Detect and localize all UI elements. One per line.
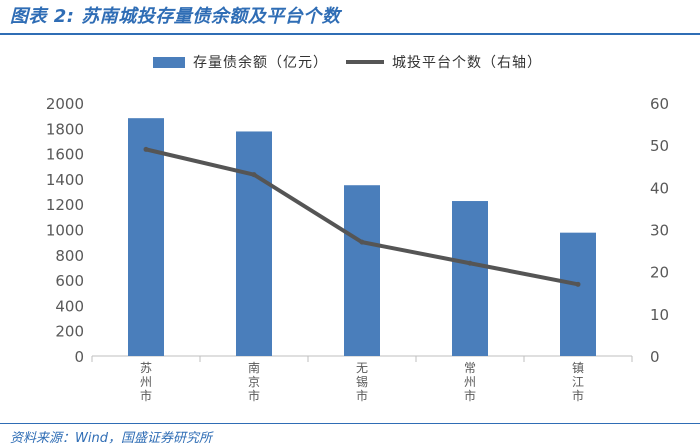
line-point [359, 239, 365, 245]
left-tick-label: 1000 [46, 222, 84, 240]
right-tick-label: 0 [650, 348, 660, 366]
legend-label-line: 城投平台个数（右轴） [392, 55, 542, 71]
left-tick-label: 2000 [46, 95, 84, 113]
left-tick-label: 1200 [46, 196, 84, 214]
x-tick-label: 苏州市 [140, 361, 152, 403]
right-tick-label: 30 [650, 222, 669, 240]
line-point [575, 281, 581, 287]
bar [128, 118, 164, 357]
combo-chart: 0 200 400 600 800 1000 1200 1400 1600 1800 2000 0 1… [46, 95, 669, 403]
x-tick-label: 常州市 [464, 361, 476, 403]
legend-item-line: 城投平台个数（右轴） [346, 52, 542, 72]
x-tick-label: 无锡市 [356, 361, 368, 403]
bar [452, 201, 488, 356]
bar [560, 232, 596, 356]
bar [236, 131, 272, 356]
legend-item-bar: 存量债余额（亿元） [153, 52, 328, 72]
left-tick-label: 1600 [46, 146, 84, 164]
right-tick-label: 20 [650, 264, 669, 282]
left-tick-label: 200 [55, 323, 84, 341]
right-y-axis: 0 10 20 30 40 50 60 [650, 95, 669, 366]
left-tick-label: 800 [55, 247, 84, 265]
left-y-axis: 0 200 400 600 800 1000 1200 1400 1600 1800 2000 [46, 95, 84, 366]
right-tick-label: 60 [650, 95, 669, 113]
line-point [143, 146, 149, 152]
x-tick-label: 镇江市 [572, 361, 584, 403]
bar-series [128, 118, 596, 357]
figure-header: 图表 2: 苏南城投存量债余额及平台个数 [0, 0, 700, 36]
chart-legend: 存量债余额（亿元） 城投平台个数（右轴） [153, 52, 560, 72]
x-tick-label: 南京市 [248, 360, 260, 403]
figure-title: 图表 2: 苏南城投存量债余额及平台个数 [10, 6, 341, 27]
left-tick-label: 600 [55, 272, 84, 290]
bar [344, 185, 380, 356]
title-divider [0, 33, 700, 35]
line-point [467, 260, 473, 266]
right-tick-label: 50 [650, 137, 669, 155]
right-tick-label: 10 [650, 306, 669, 324]
line-point [251, 172, 257, 178]
left-tick-label: 0 [74, 348, 84, 366]
line-series [143, 146, 581, 287]
source-divider [0, 423, 700, 424]
left-tick-label: 400 [55, 297, 84, 315]
left-tick-label: 1400 [46, 171, 84, 189]
source-note: 资料来源：Wind，国盛证券研究所 [10, 431, 212, 446]
legend-swatch-bar [153, 56, 185, 68]
x-axis: 苏州市 南京市 无锡市 常州市 镇江市 [91, 355, 633, 403]
legend-swatch-line [346, 60, 384, 64]
legend-label-bar: 存量债余额（亿元） [193, 55, 328, 71]
left-tick-label: 1800 [46, 120, 84, 138]
right-tick-label: 40 [650, 179, 669, 197]
